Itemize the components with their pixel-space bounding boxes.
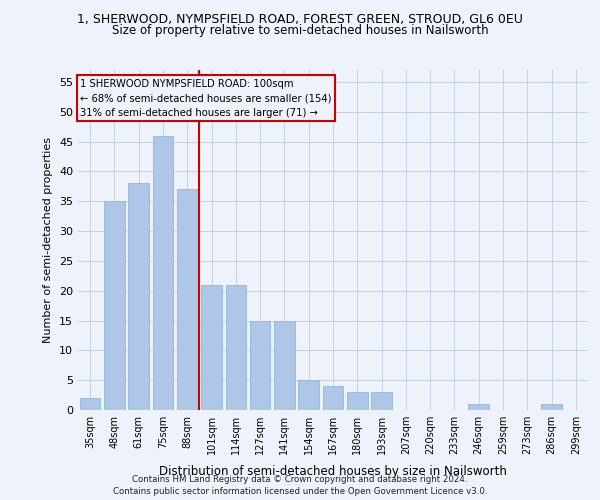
Bar (250, 320, 271, 410)
Bar (274, 320, 295, 410)
Bar (298, 380, 319, 410)
Text: 1 SHERWOOD NYMPSFIELD ROAD: 100sqm
← 68% of semi-detached houses are smaller (15: 1 SHERWOOD NYMPSFIELD ROAD: 100sqm ← 68%… (80, 79, 332, 118)
Y-axis label: Number of semi-detached properties: Number of semi-detached properties (43, 137, 53, 343)
Bar (152, 136, 173, 410)
Text: 1, SHERWOOD, NYMPSFIELD ROAD, FOREST GREEN, STROUD, GL6 0EU: 1, SHERWOOD, NYMPSFIELD ROAD, FOREST GRE… (77, 12, 523, 26)
Bar (177, 190, 197, 410)
Text: Size of property relative to semi-detached houses in Nailsworth: Size of property relative to semi-detach… (112, 24, 488, 37)
Bar (469, 404, 489, 410)
Bar (541, 404, 562, 410)
Bar (347, 392, 368, 410)
Bar (371, 392, 392, 410)
Text: Contains HM Land Registry data © Crown copyright and database right 2024.
Contai: Contains HM Land Registry data © Crown c… (113, 474, 487, 496)
Bar (323, 386, 343, 410)
Bar (128, 184, 149, 410)
X-axis label: Distribution of semi-detached houses by size in Nailsworth: Distribution of semi-detached houses by … (159, 466, 507, 478)
Bar (104, 201, 125, 410)
Bar (226, 284, 246, 410)
Bar (201, 284, 222, 410)
Bar (80, 398, 100, 410)
